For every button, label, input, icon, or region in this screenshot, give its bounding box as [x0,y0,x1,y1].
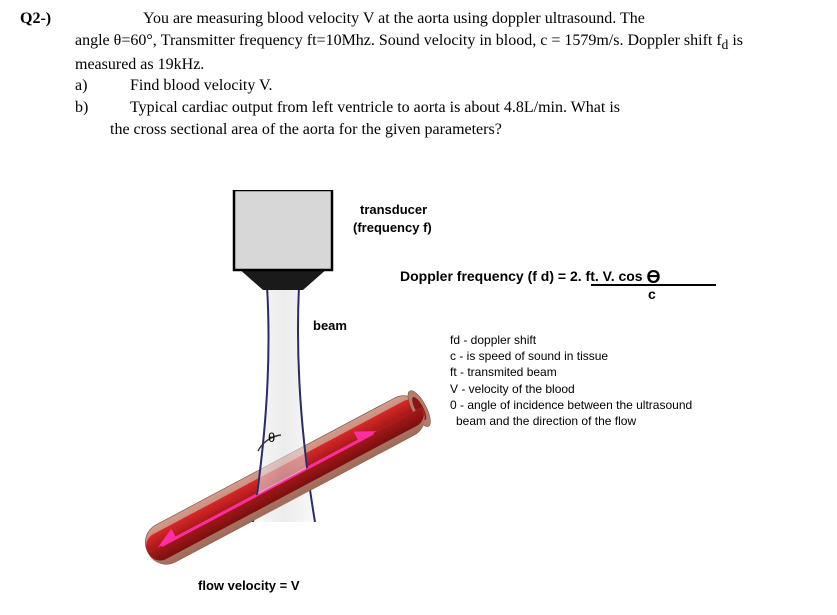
question-body: You are measuring blood velocity V at th… [75,8,777,75]
legend-l6: beam and the direction of the flow [450,413,692,429]
part-a-label: a) [75,75,130,97]
theta-label: θ [268,430,275,446]
question-line1: You are measuring blood velocity V at th… [75,8,777,30]
legend-l2: c - is speed of sound in tissue [450,348,692,364]
transducer-label-l2: (frequency f) [353,220,432,236]
question-label: Q2-) [20,8,75,75]
beam-label: beam [313,318,347,334]
doppler-diagram: transducer (frequency f) Doppler frequen… [140,190,800,610]
legend-block: fd - doppler shift c - is speed of sound… [450,332,692,429]
legend-l4: V - velocity of the blood [450,381,692,397]
question-block: Q2-) You are measuring blood velocity V … [0,0,837,140]
part-b-cont: the cross sectional area of the aorta fo… [20,119,777,141]
transducer-shape [234,190,332,290]
part-b-text: Typical cardiac output from left ventric… [130,97,777,119]
question-line2-main: angle θ=60°, Transmitter frequency ft=10… [75,32,722,49]
part-a-row: a) Find blood velocity V. [20,75,777,97]
legend-l5: 0 - angle of incidence between the ultra… [450,397,692,413]
formula-denominator: c [648,286,656,304]
part-b-label: b) [75,97,130,119]
formula-prefix: Doppler frequency (f d) = [400,268,570,284]
part-a-text: Find blood velocity V. [130,75,777,97]
question-row: Q2-) You are measuring blood velocity V … [20,8,777,75]
formula-numerator: 2. ft. V. cos [570,268,647,284]
transducer-label-l1: transducer [360,202,427,218]
part-b-row: b) Typical cardiac output from left vent… [20,97,777,119]
flow-velocity-label: flow velocity = V [198,578,300,594]
legend-l1: fd - doppler shift [450,332,692,348]
question-line2: angle θ=60°, Transmitter frequency ft=10… [75,30,777,76]
legend-l3: ft - transmited beam [450,364,692,380]
